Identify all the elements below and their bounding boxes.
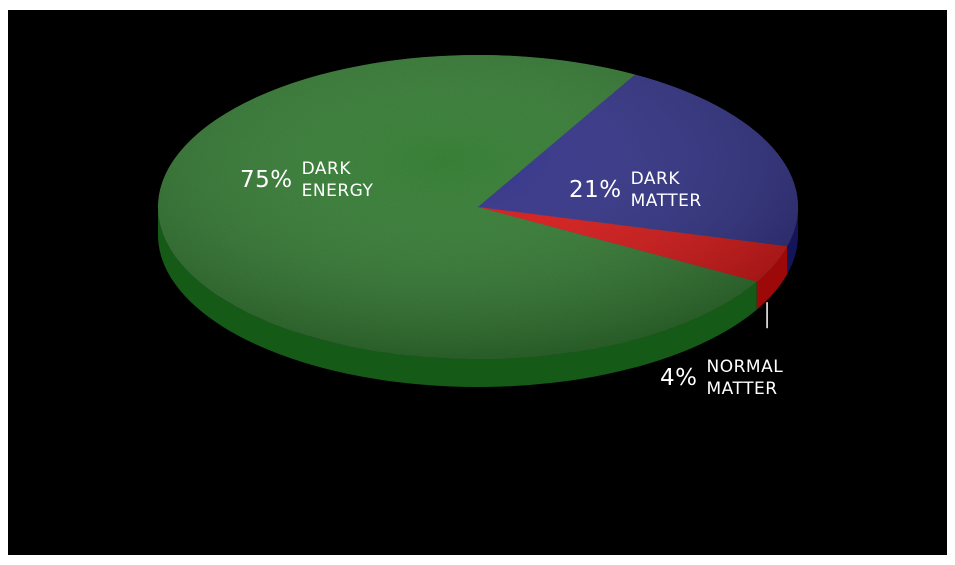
pie-top-shading xyxy=(158,55,798,359)
pie-sides xyxy=(158,207,799,388)
slice-percent-dark-matter: 21% xyxy=(569,177,622,203)
slice-name-dark-energy: DARK ENERGY xyxy=(301,159,374,201)
slice-percent-dark-energy: 75% xyxy=(240,167,293,193)
slice-name-dark-matter: DARK MATTER xyxy=(630,169,702,211)
chart-stage: 75% DARK ENERGY 21% DARK MATTER 4% NORMA… xyxy=(8,10,947,555)
slice-label-dark-matter: 21% DARK MATTER xyxy=(569,168,702,212)
slice-label-normal-matter: 4% NORMAL MATTER xyxy=(660,356,783,400)
pie-chart xyxy=(157,55,799,388)
slice-side-dark-matter xyxy=(787,207,799,275)
slice-percent-normal-matter: 4% xyxy=(660,365,698,391)
slice-label-dark-energy: 75% DARK ENERGY xyxy=(240,158,373,202)
pie-shading xyxy=(158,55,798,359)
slice-side-normal-matter xyxy=(756,246,788,310)
slice-name-normal-matter: NORMAL MATTER xyxy=(706,357,784,399)
slice-side-dark-energy xyxy=(158,207,757,388)
